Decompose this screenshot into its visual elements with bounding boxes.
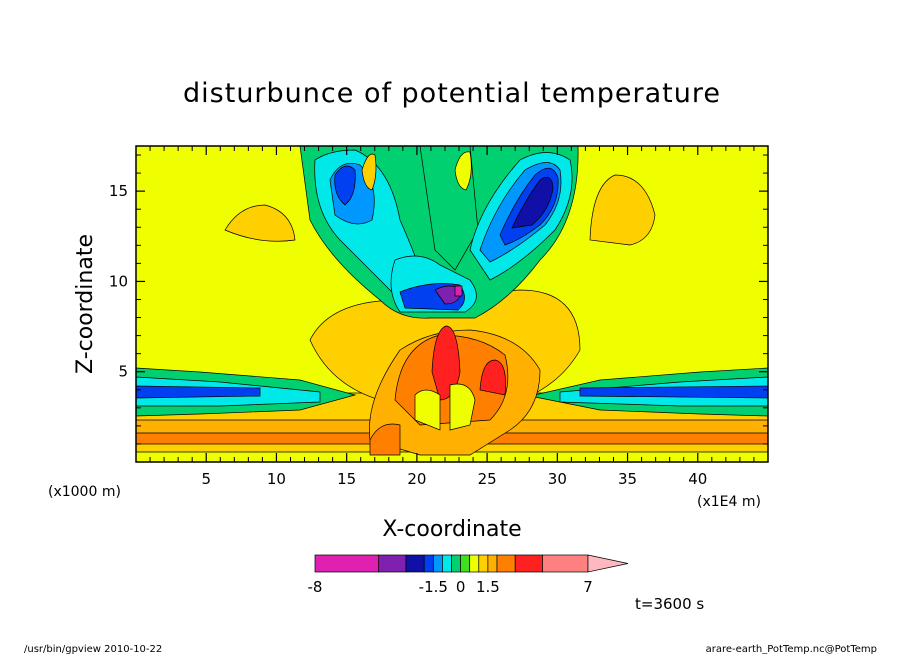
contour-region [369, 423, 401, 456]
colorbar-segment [496, 554, 516, 573]
plot-area: 5 10 15 20 25 30 35 40 5 10 15 [109, 145, 769, 488]
chart-title: disturbunce of potential temperature [183, 78, 721, 109]
contour-region [511, 177, 554, 229]
y-tick-label: 15 [109, 182, 128, 200]
colorbar-segment [314, 554, 380, 573]
x-axis-unit: (x1E4 m) [697, 494, 761, 510]
colorbar-label: 0 [456, 578, 466, 596]
colorbar-segment [451, 554, 461, 573]
x-tick-label: 5 [201, 470, 211, 488]
colorbar-segment [478, 554, 489, 573]
colorbar-label: 7 [583, 578, 593, 596]
y-tick-label: 10 [109, 272, 128, 290]
colorbar-segment [542, 554, 589, 573]
contour-region [579, 385, 768, 399]
x-tick-label: 35 [618, 470, 637, 488]
x-axis-label: X-coordinate [382, 517, 521, 542]
colorbar-segment [432, 554, 443, 573]
contour-region [479, 359, 506, 396]
time-annotation: t=3600 s [635, 595, 704, 613]
y-tick-label: 5 [118, 363, 128, 381]
colorbar-label: 1.5 [476, 578, 500, 596]
colorbar: -8 -1.5 0 1.5 7 [308, 554, 629, 596]
colorbar-segment [405, 554, 425, 573]
colorbar-segment [514, 554, 543, 573]
contour-region [414, 389, 441, 431]
contour-region [224, 204, 296, 242]
x-axis-ticks: 5 10 15 20 25 30 35 40 [149, 146, 755, 488]
colorbar-segment [469, 554, 480, 573]
footer-left: /usr/bin/gpview 2010-10-22 [24, 644, 162, 654]
colorbar-segment [442, 554, 452, 573]
x-tick-label: 20 [407, 470, 426, 488]
contour-region [361, 153, 377, 191]
x-tick-label: 10 [267, 470, 286, 488]
colorbar-segment [378, 554, 407, 573]
colorbar-extend-arrow [587, 554, 629, 573]
x-tick-label: 15 [337, 470, 356, 488]
colorbar-segment [423, 554, 434, 573]
contour-region [334, 165, 356, 206]
contour-region [136, 451, 768, 462]
colorbar-label: -1.5 [419, 578, 448, 596]
footer-right: arare-earth_PotTemp.nc@PotTemp [706, 644, 877, 654]
y-axis-unit: (x1000 m) [48, 484, 121, 500]
contour-region [449, 383, 476, 431]
colorbar-segment [460, 554, 471, 573]
x-tick-label: 30 [548, 470, 567, 488]
colorbar-segment [487, 554, 498, 573]
y-axis-ticks: 5 10 15 [109, 154, 768, 445]
contour-region [136, 385, 261, 399]
contour-region [589, 174, 656, 246]
colorbar-label: -8 [308, 578, 323, 596]
contour-region [454, 285, 463, 297]
contour-fields [136, 146, 768, 462]
x-tick-label: 40 [688, 470, 707, 488]
x-tick-label: 25 [478, 470, 497, 488]
plot-frame [135, 145, 769, 463]
contour-region [454, 151, 472, 191]
y-axis-label: Z-coordinate [73, 234, 98, 374]
